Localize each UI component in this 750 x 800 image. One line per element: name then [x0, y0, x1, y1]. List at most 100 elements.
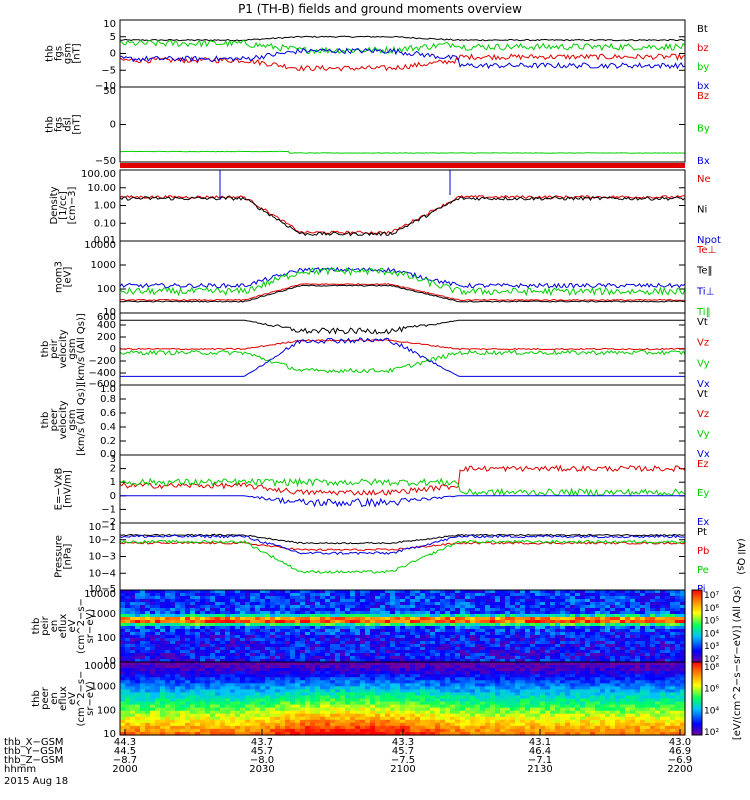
heat-cell: [440, 722, 446, 727]
heat-cell: [475, 683, 481, 687]
legend-Vt: Vt: [697, 317, 708, 328]
heat-cell: [310, 626, 316, 630]
heat-cell: [145, 701, 151, 706]
heat-cell: [500, 653, 506, 657]
heat-cell: [215, 599, 221, 603]
heat-cell: [135, 722, 141, 727]
heat-cell: [340, 593, 346, 597]
heat-cell: [485, 656, 491, 660]
heat-cell: [335, 638, 341, 642]
heat-cell: [535, 608, 541, 612]
heat-cell: [245, 686, 251, 690]
heat-cell: [315, 638, 321, 642]
heat-cell: [330, 614, 336, 618]
heat-cell: [425, 665, 431, 669]
heat-cell: [400, 698, 406, 703]
heat-cell: [320, 590, 326, 594]
heat-cell: [205, 623, 211, 627]
heat-cell: [320, 677, 326, 681]
heat-cell: [660, 605, 666, 609]
heat-cell: [555, 599, 561, 603]
heat-cell: [390, 644, 396, 648]
heat-cell: [310, 602, 316, 606]
heat-cell: [450, 632, 456, 636]
heat-cell: [310, 692, 316, 696]
heat-cell: [225, 713, 231, 718]
heat-cell: [500, 659, 506, 663]
heat-cell: [480, 674, 486, 678]
heat-cell: [125, 599, 131, 603]
heat-cell: [665, 602, 671, 606]
heat-cell: [430, 665, 436, 669]
heat-cell: [290, 707, 296, 712]
heat-cell: [175, 614, 181, 618]
heat-cell: [215, 725, 221, 730]
heat-cell: [205, 716, 211, 721]
heat-cell: [365, 668, 371, 672]
heat-cell: [325, 728, 331, 733]
heat-cell: [245, 590, 251, 594]
heat-cell: [175, 725, 181, 730]
heat-cell: [570, 659, 576, 663]
heat-cell: [385, 677, 391, 681]
heat-cell: [550, 602, 556, 606]
heat-cell: [170, 605, 176, 609]
heat-cell: [655, 593, 661, 597]
heat-cell: [515, 644, 521, 648]
heat-cell: [475, 719, 481, 724]
heat-cell: [230, 617, 236, 621]
heat-cell: [395, 686, 401, 690]
heat-cell: [425, 599, 431, 603]
heat-cell: [300, 728, 306, 733]
heat-cell: [315, 707, 321, 712]
heat-cell: [540, 635, 546, 639]
heat-cell: [505, 629, 511, 633]
heat-cell: [620, 632, 626, 636]
heat-cell: [535, 635, 541, 639]
heat-cell: [170, 593, 176, 597]
heat-cell: [270, 608, 276, 612]
heat-cell: [550, 656, 556, 660]
heat-cell: [525, 668, 531, 672]
heat-cell: [435, 596, 441, 600]
heat-cell: [625, 602, 631, 606]
heat-cell: [290, 605, 296, 609]
heat-cell: [435, 674, 441, 678]
heat-cell: [265, 725, 271, 730]
heat-cell: [560, 602, 566, 606]
heat-cell: [435, 602, 441, 606]
heat-cell: [285, 683, 291, 687]
heat-cell: [190, 650, 196, 654]
heat-cell: [425, 638, 431, 642]
heat-cell: [130, 653, 136, 657]
heat-cell: [425, 701, 431, 706]
heat-cell: [415, 638, 421, 642]
heat-cell: [135, 626, 141, 630]
heat-cell: [335, 716, 341, 721]
heat-cell: [305, 695, 311, 700]
heat-cell: [660, 617, 666, 621]
heat-cell: [470, 620, 476, 624]
heat-cell: [595, 602, 601, 606]
trace-bz: [119, 53, 686, 72]
heat-cell: [460, 656, 466, 660]
heat-cell: [270, 647, 276, 651]
heat-cell: [260, 626, 266, 630]
heat-cell: [155, 680, 161, 684]
heat-cell: [480, 653, 486, 657]
heat-cell: [385, 641, 391, 645]
legend-Vy: Vy: [697, 358, 710, 369]
heat-cell: [600, 650, 606, 654]
heat-cell: [380, 629, 386, 633]
heat-cell: [285, 593, 291, 597]
heat-cell: [345, 614, 351, 618]
heat-cell: [490, 692, 496, 696]
heat-cell: [455, 596, 461, 600]
heat-cell: [135, 704, 141, 709]
heat-cell: [285, 653, 291, 657]
heat-cell: [490, 674, 496, 678]
heat-cell: [135, 677, 141, 681]
heat-cell: [435, 659, 441, 663]
heat-cell: [215, 641, 221, 645]
heat-cell: [155, 710, 161, 715]
